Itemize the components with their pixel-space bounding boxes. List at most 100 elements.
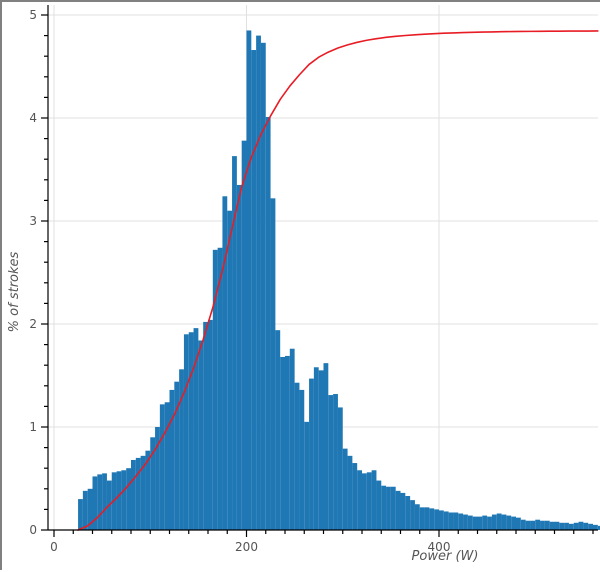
x-axis-ticks: 0 200 400 xyxy=(50,530,594,554)
histogram-bar xyxy=(448,512,454,530)
histogram-bar xyxy=(260,42,266,531)
histogram-bar xyxy=(212,249,218,530)
y-tick-label: 5 xyxy=(29,8,37,22)
histogram-bar xyxy=(304,421,310,530)
histogram-bar xyxy=(405,496,411,530)
histogram-bar xyxy=(198,340,204,530)
histogram-bar xyxy=(131,459,136,530)
histogram-bar xyxy=(467,515,473,530)
y-axis-ticks: 0 1 2 3 4 5 xyxy=(29,8,48,537)
histogram-bar xyxy=(309,378,314,530)
histogram-bar xyxy=(150,437,156,530)
histogram-bar xyxy=(337,407,343,530)
histogram-bar xyxy=(429,508,435,530)
histogram-bar xyxy=(188,332,194,530)
histogram-bar xyxy=(482,515,488,530)
histogram-bar xyxy=(169,389,175,530)
histogram-bar xyxy=(256,35,261,530)
histogram-bar xyxy=(434,509,439,530)
histogram-bar xyxy=(121,470,127,530)
histogram-bar xyxy=(236,184,242,530)
histogram-bar xyxy=(342,448,348,530)
histogram-bar xyxy=(102,473,107,530)
histogram-bars xyxy=(78,30,600,531)
histogram-bar xyxy=(424,507,430,530)
histogram-bar xyxy=(116,471,122,530)
histogram-bar xyxy=(265,116,271,530)
histogram-bar xyxy=(357,470,362,530)
histogram-bar xyxy=(193,328,199,530)
histogram-bar xyxy=(159,404,165,530)
x-tick-label: 0 xyxy=(50,540,58,554)
histogram-bar xyxy=(443,511,449,530)
histogram-bar xyxy=(578,521,584,530)
histogram-bar xyxy=(390,486,396,530)
histogram-bar xyxy=(203,321,208,530)
histogram-bar xyxy=(530,520,536,530)
histogram-bar xyxy=(145,450,151,530)
histogram-bar xyxy=(155,427,160,530)
histogram-bar xyxy=(583,522,589,530)
histogram-bar xyxy=(323,363,329,530)
histogram-bar xyxy=(333,394,338,530)
histogram-bar xyxy=(352,463,358,530)
histogram-bar xyxy=(568,523,574,530)
histogram-bar xyxy=(381,485,387,530)
histogram-bar xyxy=(179,369,184,530)
histogram-bar xyxy=(472,516,478,530)
histogram-bar xyxy=(164,402,170,530)
histogram-bar xyxy=(299,389,305,530)
x-tick-label: 400 xyxy=(428,540,451,554)
y-tick-label: 1 xyxy=(29,420,37,434)
histogram-bar xyxy=(174,381,180,530)
histogram-bar xyxy=(126,468,131,530)
histogram-bar xyxy=(410,500,415,530)
x-tick-label: 200 xyxy=(235,540,258,554)
histogram-bar xyxy=(573,522,579,530)
histogram-bar xyxy=(217,247,223,530)
histogram-bar xyxy=(87,488,93,530)
histogram-bar xyxy=(395,490,401,530)
histogram-bar xyxy=(386,486,391,530)
y-tick-label: 0 xyxy=(29,523,37,537)
histogram-bar xyxy=(251,50,257,531)
histogram-bar xyxy=(140,455,146,530)
histogram-bar xyxy=(487,516,492,530)
histogram-bar xyxy=(501,514,507,530)
histogram-bar xyxy=(371,470,377,530)
histogram-bar xyxy=(496,513,502,530)
histogram-bar xyxy=(414,504,420,530)
histogram-bar xyxy=(593,524,598,530)
histogram-bar xyxy=(511,516,516,530)
cumulative-line xyxy=(77,30,599,531)
histogram-bar xyxy=(366,472,372,530)
histogram-bar xyxy=(549,521,555,530)
histogram-bar xyxy=(362,473,367,530)
histogram-bar xyxy=(525,520,531,530)
histogram-bar xyxy=(318,370,324,530)
histogram-bar xyxy=(285,355,290,530)
histogram-bar xyxy=(82,490,88,530)
histogram-bar xyxy=(97,474,103,530)
histogram-bar xyxy=(554,521,560,530)
histogram-bar xyxy=(491,514,497,530)
histogram-bar xyxy=(458,513,464,530)
histogram-bar xyxy=(477,516,483,530)
histogram-bar xyxy=(222,196,228,530)
histogram-bar xyxy=(275,330,281,530)
histogram-bar xyxy=(183,334,189,530)
histogram-bar xyxy=(347,455,353,530)
histogram-bar xyxy=(419,507,425,530)
histogram-bar xyxy=(544,520,550,530)
histogram-bar xyxy=(400,492,406,530)
histogram-bar xyxy=(376,480,382,530)
histogram-bar xyxy=(520,519,526,530)
histogram-bar xyxy=(559,522,565,530)
y-axis-title: % of strokes xyxy=(7,251,22,332)
histogram-bar xyxy=(289,348,295,530)
histogram-bar xyxy=(270,198,276,530)
histogram-bar xyxy=(241,140,247,530)
histogram-bar xyxy=(506,515,512,530)
